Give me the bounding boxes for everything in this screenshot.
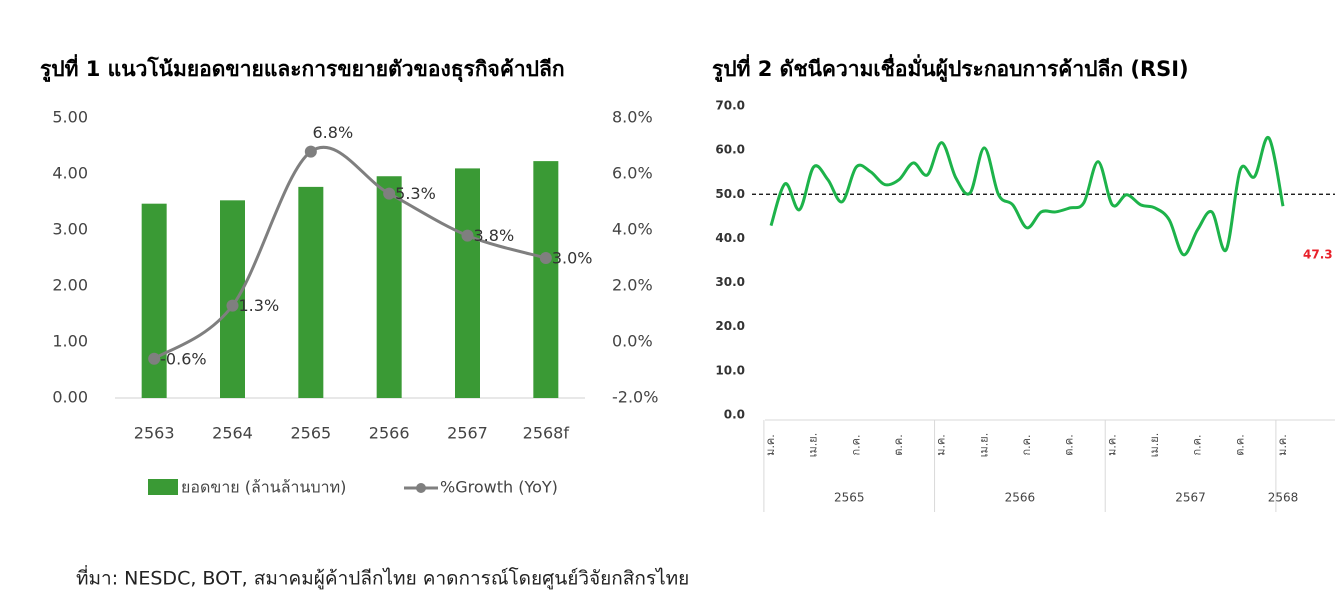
- chart-title: รูปที่ 2 ดัชนีความเชื่อมั่นผู้ประกอบการค…: [712, 53, 1189, 83]
- y-tick-label: 10.0: [715, 363, 745, 377]
- y-tick-label: 30.0: [715, 275, 745, 289]
- legend-label: %Growth (YoY): [440, 478, 558, 497]
- data-label: 6.8%: [313, 123, 354, 142]
- x-tick-label: ต.ค.: [1233, 434, 1246, 456]
- y-tick-label: 2.00: [52, 276, 88, 295]
- point: [539, 252, 552, 264]
- x-tick-label: 2568f: [523, 424, 570, 443]
- x-tick-label: ต.ค.: [1063, 434, 1076, 456]
- bar: [455, 168, 480, 398]
- x-tick-label: 2564: [212, 424, 253, 443]
- x-tick-label: 2567: [447, 424, 488, 443]
- chart-title: รูปที่ 1 แนวโน้มยอดขายและการขยายตัวของธุ…: [40, 53, 565, 83]
- x-group-label: 2566: [1005, 491, 1036, 505]
- y-tick-label: 50.0: [715, 187, 745, 201]
- x-tick-label: ม.ค.: [935, 434, 948, 456]
- point: [304, 145, 317, 158]
- point: [383, 187, 396, 200]
- y-tick-label: 20.0: [715, 319, 745, 333]
- y-tick-label: 3.00: [52, 220, 88, 239]
- data-label: 47.3: [1303, 248, 1333, 262]
- x-tick-label: ต.ค.: [892, 434, 905, 456]
- y2-tick-label: 4.0%: [612, 220, 653, 239]
- point: [148, 352, 161, 365]
- y-tick-label: 4.00: [52, 164, 88, 183]
- x-tick-label: ม.ค.: [1276, 434, 1289, 456]
- x-tick-label: ก.ค.: [1020, 434, 1033, 455]
- bar: [376, 176, 402, 398]
- x-tick-label: ม.ค.: [764, 434, 777, 456]
- y2-tick-label: 8.0%: [612, 108, 653, 127]
- y-tick-label: 60.0: [715, 143, 745, 157]
- x-tick-label: 2563: [134, 424, 175, 443]
- legend-label: ยอดขาย (ล้านล้านบาท): [181, 478, 346, 497]
- y-tick-label: 1.00: [52, 332, 88, 351]
- x-tick-label: 2565: [290, 424, 331, 443]
- x-group-label: 2565: [834, 491, 865, 505]
- point: [226, 299, 239, 312]
- x-tick-label: 2566: [369, 424, 410, 443]
- y-tick-label: 40.0: [715, 231, 745, 245]
- y2-tick-label: -2.0%: [612, 388, 658, 407]
- x-tick-label: เม.ย.: [807, 433, 820, 457]
- data-label: 1.3%: [239, 296, 280, 315]
- x-tick-label: เม.ย.: [1148, 433, 1161, 457]
- x-tick-label: ม.ค.: [1105, 434, 1118, 456]
- legend-swatch: [148, 479, 178, 495]
- bar: [220, 200, 245, 398]
- x-tick-label: ก.ค.: [1191, 434, 1204, 455]
- x-group-label: 2568: [1268, 491, 1299, 505]
- x-group-label: 2567: [1175, 491, 1206, 505]
- x-tick-label: เม.ย.: [977, 433, 990, 457]
- bar: [533, 161, 559, 398]
- data-label: -0.6%: [160, 349, 206, 368]
- legend-swatch: [416, 483, 426, 493]
- bar: [298, 186, 324, 398]
- y2-tick-label: 6.0%: [612, 164, 653, 183]
- y-tick-label: 0.00: [52, 388, 88, 407]
- x-tick-label: ก.ค.: [849, 434, 862, 455]
- line: [153, 145, 547, 361]
- y2-tick-label: 0.0%: [612, 332, 653, 351]
- bar: [141, 203, 167, 398]
- point: [461, 229, 474, 242]
- y-tick-label: 70.0: [715, 99, 745, 113]
- source-note: ที่มา: NESDC, BOT, สมาคมผู้ค้าปลีกไทย คา…: [76, 565, 689, 590]
- line: [769, 136, 1285, 257]
- y-tick-label: 5.00: [52, 108, 88, 127]
- y2-tick-label: 2.0%: [612, 276, 653, 295]
- y-tick-label: 0.0: [724, 408, 745, 422]
- data-label: 5.3%: [395, 184, 436, 203]
- data-label: 3.0%: [552, 249, 593, 268]
- data-label: 3.8%: [474, 226, 515, 245]
